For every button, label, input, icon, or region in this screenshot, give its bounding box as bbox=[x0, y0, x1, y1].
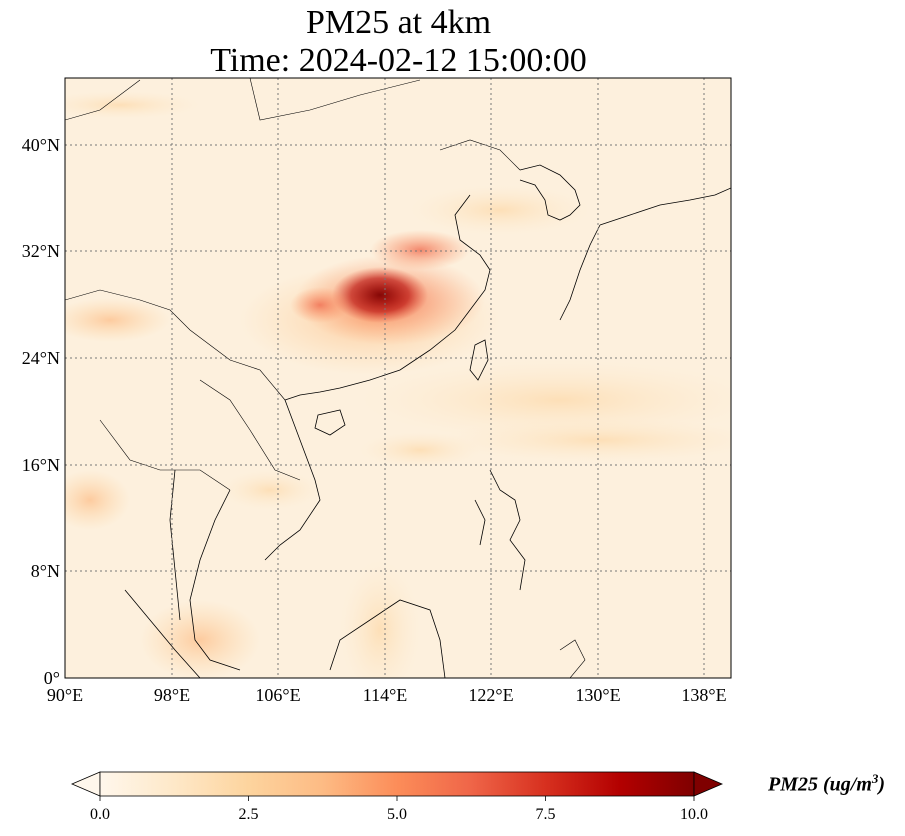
lat-tick-label: 32°N bbox=[22, 241, 60, 261]
coastlines bbox=[65, 78, 731, 678]
colorbar-tick-label: 2.5 bbox=[239, 806, 259, 823]
lon-tick-label: 130°E bbox=[575, 685, 620, 705]
map-frame bbox=[64, 77, 732, 679]
colorbar-gradient bbox=[99, 771, 695, 797]
colorbar-tick-label: 7.5 bbox=[536, 806, 556, 823]
lon-tick-label: 90°E bbox=[47, 685, 83, 705]
map-subtitle-time: Time: 2024-02-12 15:00:00 bbox=[210, 42, 587, 79]
colorbar: 0.0 2.5 5.0 7.5 10.0 bbox=[70, 771, 724, 823]
lat-tick-label: 40°N bbox=[22, 135, 60, 155]
colorbar-tick-label: 5.0 bbox=[387, 806, 407, 823]
lat-tick-label: 8°N bbox=[31, 561, 60, 581]
colorbar-tick-label: 0.0 bbox=[90, 806, 110, 823]
lon-tick-label: 138°E bbox=[681, 685, 726, 705]
gridlines bbox=[65, 78, 731, 678]
lon-tick-label: 122°E bbox=[468, 685, 513, 705]
lat-tick-label: 24°N bbox=[22, 348, 60, 368]
map-title: PM25 at 4km bbox=[305, 4, 492, 41]
lat-tick-label: 0° bbox=[44, 668, 60, 688]
colorbar-label: PM25 (ug/m3) bbox=[768, 771, 886, 796]
colorbar-extend-min bbox=[70, 771, 101, 797]
lon-tick-label: 98°E bbox=[154, 685, 190, 705]
pm25-field bbox=[65, 78, 731, 678]
lat-tick-label: 16°N bbox=[22, 455, 60, 475]
colorbar-tick-label: 10.0 bbox=[680, 806, 708, 823]
lon-tick-label: 114°E bbox=[363, 685, 408, 705]
colorbar-extend-max bbox=[693, 771, 724, 797]
lon-tick-label: 106°E bbox=[255, 685, 300, 705]
